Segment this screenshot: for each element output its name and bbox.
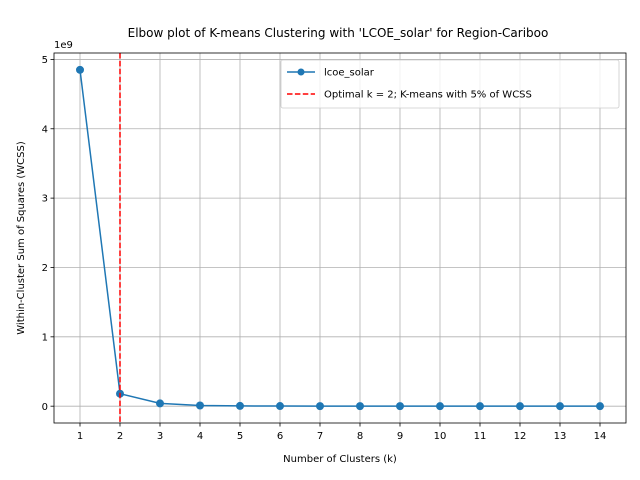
legend-series-label: lcoe_solar [324, 68, 375, 79]
x-tick-label: 3 [157, 431, 163, 442]
y-tick-label: 4 [42, 124, 48, 135]
plot-data [76, 53, 604, 423]
series-line [79, 69, 600, 407]
x-tick-label: 2 [117, 431, 123, 442]
data-point [596, 402, 604, 411]
data-point [76, 65, 84, 74]
data-point [556, 402, 564, 411]
x-tick-label: 5 [237, 431, 243, 442]
y-tick-label: 2 [42, 263, 48, 274]
y-tick-label: 0 [42, 402, 48, 413]
legend-vline-label: Optimal k = 2; K-means with 5% of WCSS [324, 90, 532, 101]
data-point [156, 399, 164, 408]
data-point [396, 402, 404, 411]
data-point [476, 402, 484, 411]
x-tick-label: 14 [594, 431, 607, 442]
x-axis-label: Number of Clusters (k) [283, 454, 397, 465]
x-tick-label: 7 [317, 431, 323, 442]
x-tick-label: 13 [554, 431, 567, 442]
legend: lcoe_solar Optimal k = 2; K-means with 5… [280, 59, 620, 109]
legend-series-marker [297, 68, 305, 76]
data-point [436, 402, 444, 411]
y-axis-label: Within-Cluster Sum of Squares (WCSS) [16, 141, 27, 335]
y-tick-label: 1 [42, 332, 48, 343]
x-tick-label: 12 [514, 431, 527, 442]
x-tick-label: 4 [197, 431, 203, 442]
x-tick-label: 1 [77, 431, 83, 442]
legend-box [280, 59, 620, 109]
data-point [316, 402, 324, 411]
data-point [236, 401, 244, 410]
x-tick-label: 9 [397, 431, 403, 442]
x-tick-label: 8 [357, 431, 363, 442]
axes-frame [53, 52, 627, 424]
x-tick-label: 6 [277, 431, 283, 442]
data-point [516, 402, 524, 411]
data-point [356, 402, 364, 411]
data-point [276, 402, 284, 411]
y-tick-label: 5 [42, 55, 48, 66]
chart-title: Elbow plot of K-means Clustering with 'L… [128, 26, 549, 40]
y-tick-label: 3 [42, 194, 48, 205]
x-tick-label: 11 [474, 431, 487, 442]
y-axis-offset-label: 1e9 [54, 40, 73, 51]
data-point [196, 401, 204, 410]
x-tick-label: 10 [434, 431, 447, 442]
